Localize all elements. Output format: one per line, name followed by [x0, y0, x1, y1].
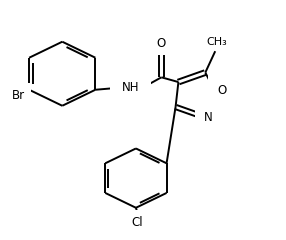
Text: O: O [218, 84, 227, 97]
Text: N: N [204, 111, 213, 124]
Text: NH: NH [122, 81, 139, 95]
Text: CH₃: CH₃ [206, 37, 227, 47]
Text: Cl: Cl [132, 216, 143, 229]
Text: Br: Br [12, 89, 25, 102]
Text: O: O [157, 36, 166, 49]
